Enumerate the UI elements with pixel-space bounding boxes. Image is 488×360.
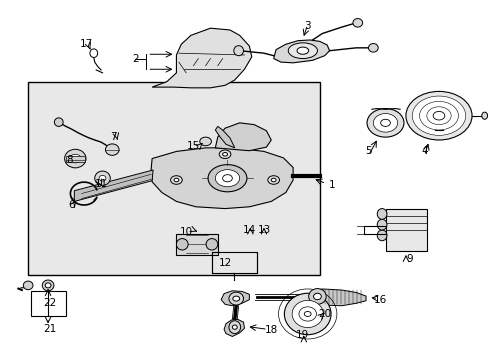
Text: 17: 17 <box>80 39 93 49</box>
Ellipse shape <box>176 239 188 250</box>
Text: 21: 21 <box>43 324 57 334</box>
Ellipse shape <box>69 154 81 163</box>
Text: 3: 3 <box>304 21 310 31</box>
Polygon shape <box>74 170 153 202</box>
Text: 1: 1 <box>328 180 335 190</box>
Ellipse shape <box>54 118 63 126</box>
Text: 14: 14 <box>242 225 255 235</box>
Ellipse shape <box>42 280 54 291</box>
Text: 5: 5 <box>365 147 371 157</box>
Ellipse shape <box>219 150 230 158</box>
Ellipse shape <box>481 112 487 119</box>
Ellipse shape <box>90 49 98 58</box>
Bar <box>65 156 85 162</box>
Ellipse shape <box>304 311 310 316</box>
Ellipse shape <box>313 293 321 300</box>
Ellipse shape <box>267 176 279 184</box>
Ellipse shape <box>222 153 227 156</box>
Ellipse shape <box>298 307 316 321</box>
Text: 16: 16 <box>373 295 386 305</box>
Ellipse shape <box>405 91 471 140</box>
Ellipse shape <box>45 283 51 288</box>
Text: 11: 11 <box>94 179 107 189</box>
Ellipse shape <box>95 171 110 185</box>
Text: 15: 15 <box>186 141 200 151</box>
Ellipse shape <box>233 46 243 56</box>
Polygon shape <box>151 148 292 208</box>
Polygon shape <box>224 319 244 337</box>
Text: 9: 9 <box>406 253 412 264</box>
Ellipse shape <box>411 96 465 135</box>
Bar <box>28 82 319 275</box>
Ellipse shape <box>308 289 325 304</box>
Ellipse shape <box>368 44 377 52</box>
Text: 19: 19 <box>296 330 309 341</box>
Ellipse shape <box>200 137 211 146</box>
Ellipse shape <box>366 109 403 137</box>
Text: 2: 2 <box>132 54 138 64</box>
Ellipse shape <box>419 102 458 130</box>
Bar <box>30 291 65 316</box>
Ellipse shape <box>271 178 276 182</box>
Bar <box>176 234 217 255</box>
Polygon shape <box>215 126 234 148</box>
Ellipse shape <box>232 296 239 301</box>
Ellipse shape <box>64 149 86 168</box>
Ellipse shape <box>170 176 182 184</box>
Ellipse shape <box>296 47 308 54</box>
Ellipse shape <box>23 281 33 290</box>
Text: 12: 12 <box>218 258 231 268</box>
Ellipse shape <box>426 107 450 125</box>
Polygon shape <box>312 289 366 306</box>
Ellipse shape <box>287 43 317 59</box>
Ellipse shape <box>105 144 119 156</box>
Text: 8: 8 <box>66 156 73 165</box>
Polygon shape <box>152 28 251 88</box>
Text: 4: 4 <box>420 147 427 157</box>
Ellipse shape <box>352 18 362 27</box>
Ellipse shape <box>284 293 330 335</box>
Polygon shape <box>215 123 271 151</box>
Ellipse shape <box>228 292 243 305</box>
Text: 7: 7 <box>110 132 116 142</box>
Ellipse shape <box>376 219 386 230</box>
Ellipse shape <box>207 165 246 192</box>
Bar <box>211 252 256 273</box>
Text: 6: 6 <box>68 200 75 210</box>
Ellipse shape <box>432 111 444 120</box>
Polygon shape <box>221 291 249 306</box>
Text: 13: 13 <box>257 225 270 235</box>
Ellipse shape <box>376 230 386 241</box>
Text: 10: 10 <box>179 227 192 237</box>
Ellipse shape <box>232 325 237 329</box>
Ellipse shape <box>380 119 389 126</box>
Ellipse shape <box>99 175 106 181</box>
Ellipse shape <box>228 321 240 334</box>
Ellipse shape <box>205 239 217 250</box>
Ellipse shape <box>215 170 239 187</box>
Ellipse shape <box>174 178 179 182</box>
Polygon shape <box>273 40 329 63</box>
Bar <box>385 208 426 251</box>
Text: 22: 22 <box>43 298 57 308</box>
Ellipse shape <box>372 113 397 132</box>
Text: 18: 18 <box>264 325 277 335</box>
Ellipse shape <box>291 300 323 328</box>
Ellipse shape <box>376 208 386 219</box>
Ellipse shape <box>222 175 232 182</box>
Text: 20: 20 <box>318 309 330 319</box>
